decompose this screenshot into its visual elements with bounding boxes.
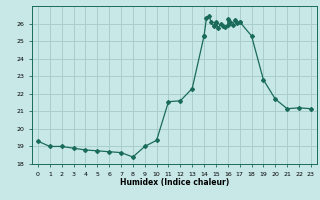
X-axis label: Humidex (Indice chaleur): Humidex (Indice chaleur) <box>120 178 229 187</box>
